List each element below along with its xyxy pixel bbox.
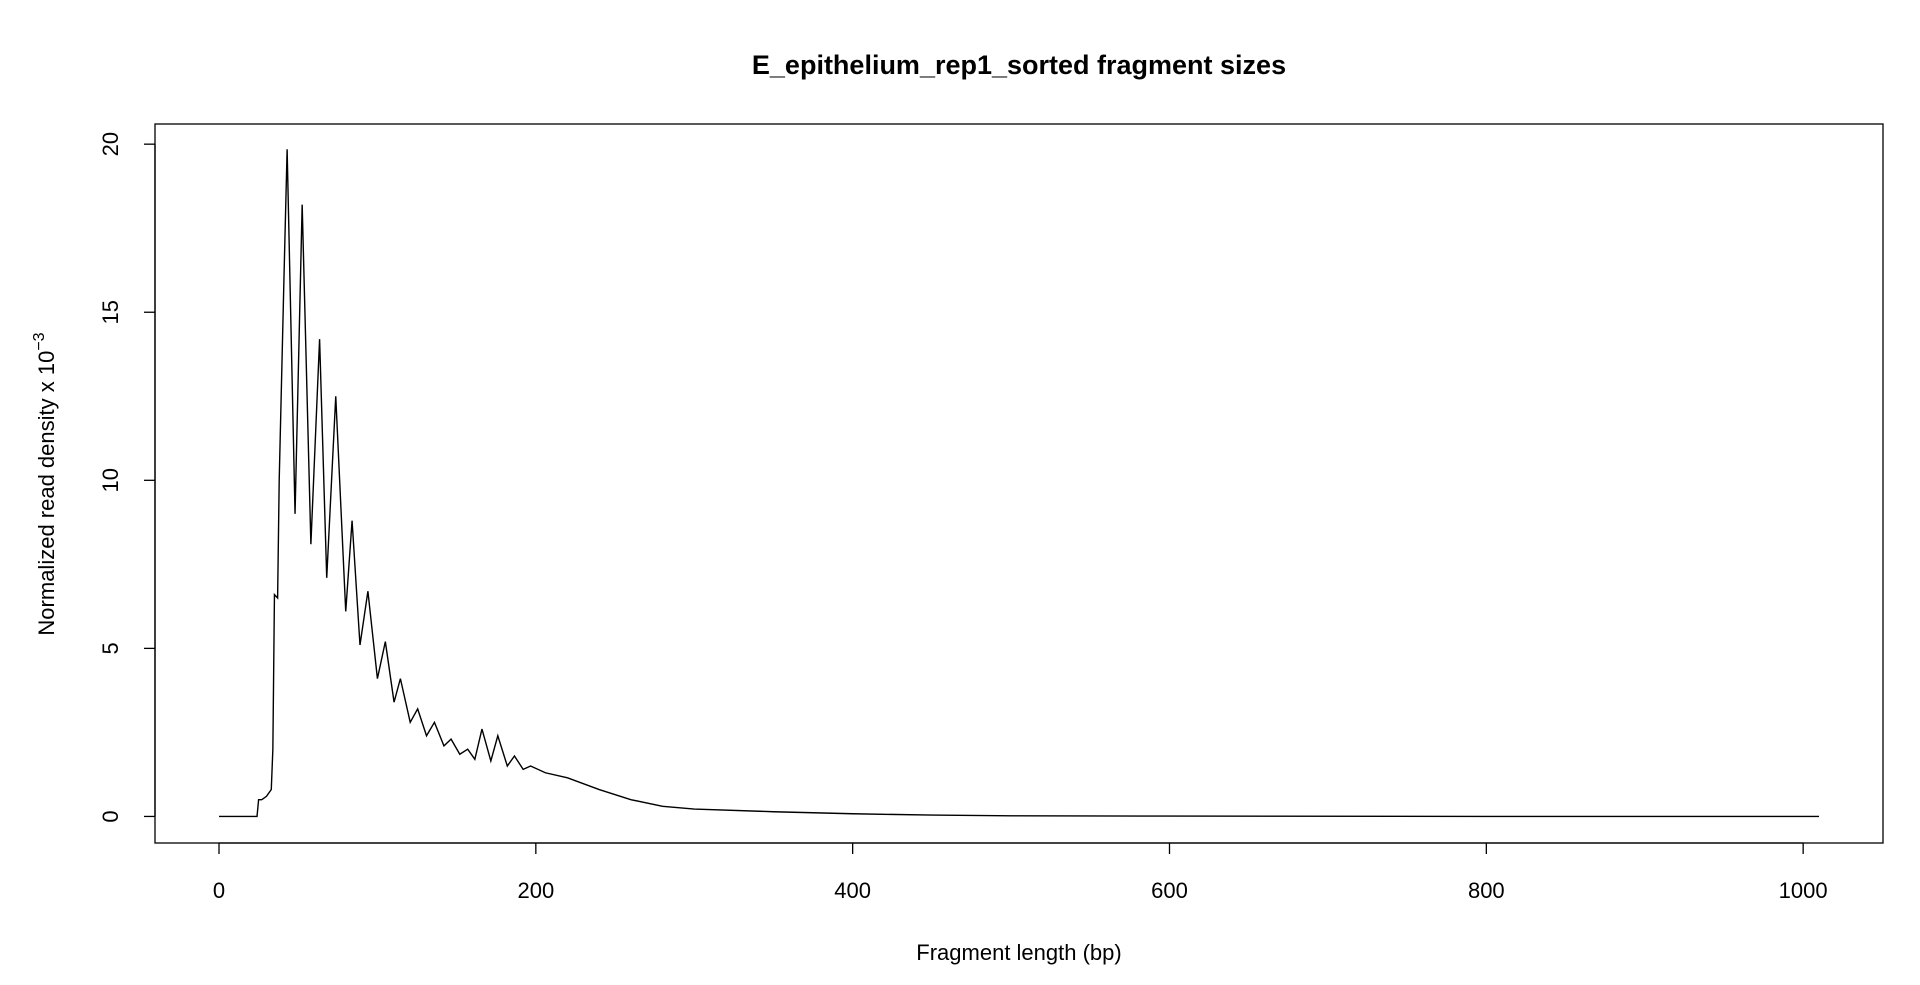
x-tick-label: 200	[517, 878, 554, 903]
y-axis-label-exponent: −3	[31, 332, 48, 350]
data-line	[219, 149, 1819, 818]
x-tick-label: 400	[834, 878, 871, 903]
y-tick-label: 20	[98, 132, 123, 156]
x-tick-label: 800	[1468, 878, 1505, 903]
y-tick-label: 5	[98, 642, 123, 654]
y-tick-label: 15	[98, 300, 123, 324]
x-tick-label: 600	[1151, 878, 1188, 903]
x-tick-label: 1000	[1779, 878, 1828, 903]
y-tick-label: 10	[98, 468, 123, 492]
y-axis-label-text: Normalized read density x 10	[34, 351, 59, 636]
chart-title: E_epithelium_rep1_sorted fragment sizes	[752, 50, 1286, 80]
plot-frame	[154, 123, 1884, 844]
y-tick-label: 0	[98, 810, 123, 822]
x-axis-label: Fragment length (bp)	[916, 940, 1121, 965]
x-tick-label: 0	[213, 878, 225, 903]
y-axis-label: Normalized read density x 10−3	[31, 332, 59, 635]
